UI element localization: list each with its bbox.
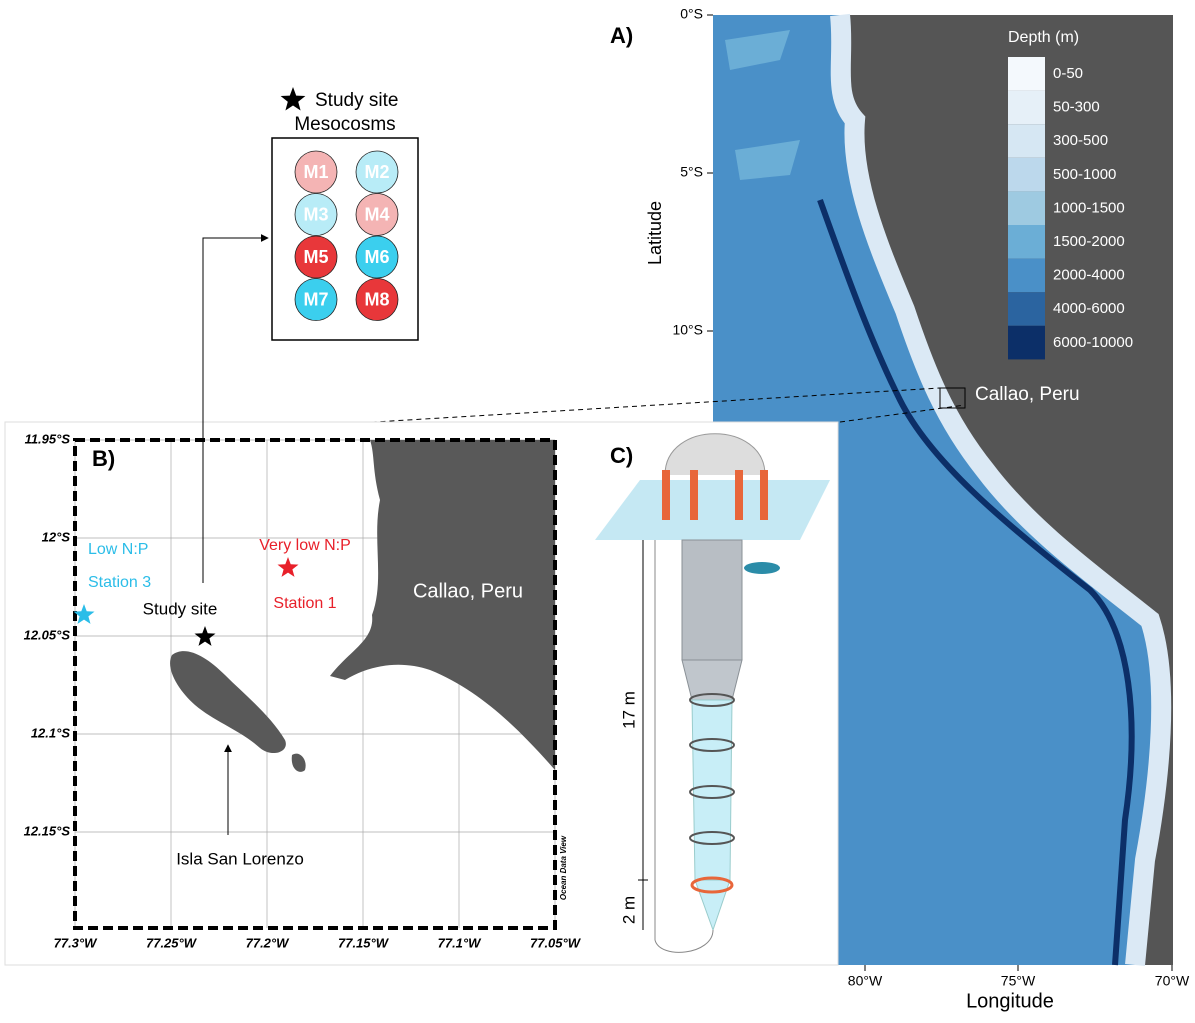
x-tick-label: 75°W	[1001, 973, 1036, 989]
mesocosm-label: M3	[303, 204, 328, 224]
y-tick-label: 12.05°S	[24, 627, 71, 642]
x-tick-label: 80°W	[848, 973, 883, 989]
legend-label: 6000-10000	[1053, 334, 1133, 351]
box-title: Mesocosms	[294, 114, 395, 135]
figure: A) Latitude Longitude Depth (m) Callao, …	[0, 0, 1195, 1018]
credit: Ocean Data View	[559, 835, 568, 900]
legend-label: Study site	[315, 90, 398, 111]
y-tick-label: 12°S	[42, 529, 71, 544]
panel-label: A)	[610, 23, 633, 48]
bag	[692, 700, 732, 880]
legend-title: Depth (m)	[1008, 29, 1079, 46]
station-ratio: Low N:P	[88, 541, 148, 558]
mesocosm-label: M1	[303, 162, 328, 182]
y-tick-label: 12.1°S	[31, 725, 71, 740]
legend-label: 500-1000	[1053, 166, 1116, 183]
legend-label: 1500-2000	[1053, 233, 1125, 250]
mesocosm-label: M4	[364, 204, 389, 224]
location-label: Callao, Peru	[975, 384, 1080, 405]
panel-label: B)	[92, 446, 115, 471]
legend-swatch	[1008, 158, 1045, 192]
legend-label: 300-500	[1053, 132, 1108, 149]
legend-swatch	[1008, 124, 1045, 158]
scale-label: 17 m	[619, 691, 638, 729]
x-tick-label: 77.3°W	[54, 935, 99, 950]
legend-star	[281, 87, 306, 111]
x-tick-label: 77.1°W	[438, 935, 483, 950]
station-name: Station 1	[273, 595, 336, 612]
island-label: Isla San Lorenzo	[176, 849, 304, 868]
scale-label: 2 m	[619, 896, 638, 924]
y-tick-label: 12.15°S	[24, 823, 71, 838]
axis-label: Latitude	[645, 201, 665, 265]
legend-label: 1000-1500	[1053, 199, 1125, 216]
y-tick-label: 10°S	[672, 322, 703, 338]
x-tick-label: 77.05°W	[530, 935, 582, 950]
city-label: Callao, Peru	[413, 580, 523, 602]
mesocosm-label: M6	[364, 247, 389, 267]
legend-label: 0-50	[1053, 65, 1083, 82]
x-tick-label: 77.25°W	[146, 935, 198, 950]
legend-swatch	[1008, 57, 1045, 91]
mesocosm-label: M2	[364, 162, 389, 182]
legend-label: 4000-6000	[1053, 300, 1125, 317]
legend-label: 50-300	[1053, 99, 1100, 116]
legend-swatch	[1008, 259, 1045, 293]
legend-swatch	[1008, 225, 1045, 259]
legend-swatch	[1008, 326, 1045, 360]
site-label: Study site	[143, 599, 218, 618]
legend-swatch	[1008, 191, 1045, 225]
legend-swatch	[1008, 292, 1045, 326]
y-tick-label: 11.95°S	[25, 431, 71, 446]
y-tick-label: 0°S	[680, 6, 703, 22]
legend-label: 2000-4000	[1053, 267, 1125, 284]
mesocosm-label: M8	[364, 289, 389, 309]
mesocosm-label: M5	[303, 247, 328, 267]
y-tick-label: 5°S	[680, 164, 703, 180]
x-tick-label: 70°W	[1155, 973, 1190, 989]
frame	[682, 540, 742, 660]
diver	[744, 562, 780, 574]
station-ratio: Very low N:P	[259, 537, 351, 554]
station-name: Station 3	[88, 574, 151, 591]
panel-label: C)	[610, 443, 633, 468]
mesocosm-label: M7	[303, 289, 328, 309]
x-tick-label: 77.15°W	[338, 935, 390, 950]
legend-swatch	[1008, 91, 1045, 125]
x-tick-label: 77.2°W	[246, 935, 291, 950]
axis-label: Longitude	[966, 990, 1054, 1012]
